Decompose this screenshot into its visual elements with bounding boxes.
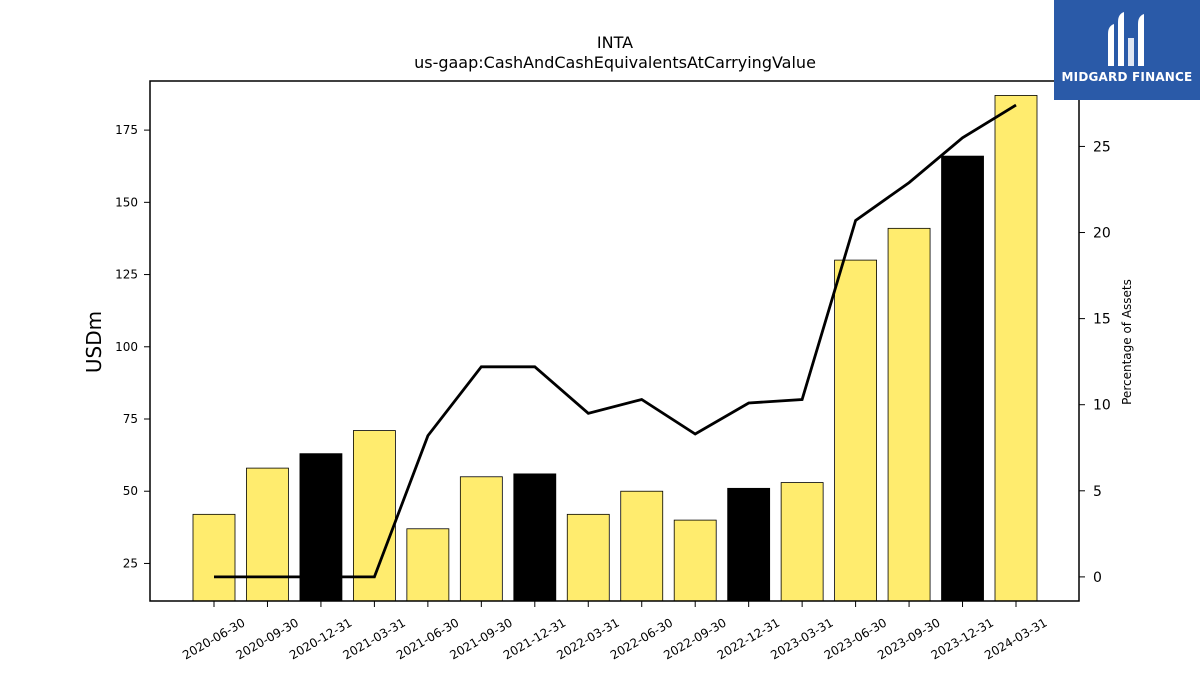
y2-tick-label: 15 [1093,312,1111,328]
bar-2022-03-31 [566,513,610,602]
y2-axis-label: Percentage of Assets [1120,279,1134,405]
line-layer [214,103,1017,579]
bar-2022-12-31 [727,487,771,602]
bar-2024-03-31 [994,95,1038,602]
chart-subtitle: us-gaap:CashAndCashEquivalentsAtCarrying… [414,53,816,72]
bars-layer [192,95,1038,602]
y-axis-label: USDm [82,311,106,373]
y2-tick-label: 25 [1093,139,1111,155]
y-tick-label: 25 [123,556,138,570]
bar-2022-06-30 [620,490,664,602]
y2-tick-label: 20 [1093,226,1111,242]
y-tick-label: 75 [123,412,138,426]
chart-title: INTA [597,33,633,52]
bar-2020-09-30 [246,467,289,602]
bar-2021-09-30 [459,476,503,602]
y2-tick-label: 10 [1093,398,1111,414]
logo-text: MIDGARD FINANCE [1061,70,1193,84]
y2-tick-label: 0 [1093,570,1102,586]
bar-2023-06-30 [834,259,877,602]
y-tick-label: 50 [123,484,138,498]
plot-frame [149,80,1080,602]
midgard-logo-icon [1108,12,1144,66]
bar-2021-12-31 [513,473,557,602]
bar-2023-03-31 [780,482,824,602]
y-tick-label: 100 [115,340,138,354]
bar-2020-06-30 [192,513,236,602]
bar-2021-06-30 [406,528,450,602]
percentage-line [214,103,1017,579]
bar-2022-09-30 [673,519,717,602]
bar-2021-03-31 [352,430,396,602]
midgard-finance-logo: MIDGARD FINANCE [1054,0,1200,100]
y2-tick-label: 5 [1093,484,1102,500]
y-tick-label: 150 [115,195,138,209]
bar-2023-09-30 [887,227,931,602]
bar-2020-12-31 [299,453,343,602]
bar-2023-12-31 [941,155,984,602]
y-tick-label: 175 [115,123,138,137]
y-tick-label: 125 [115,268,138,282]
